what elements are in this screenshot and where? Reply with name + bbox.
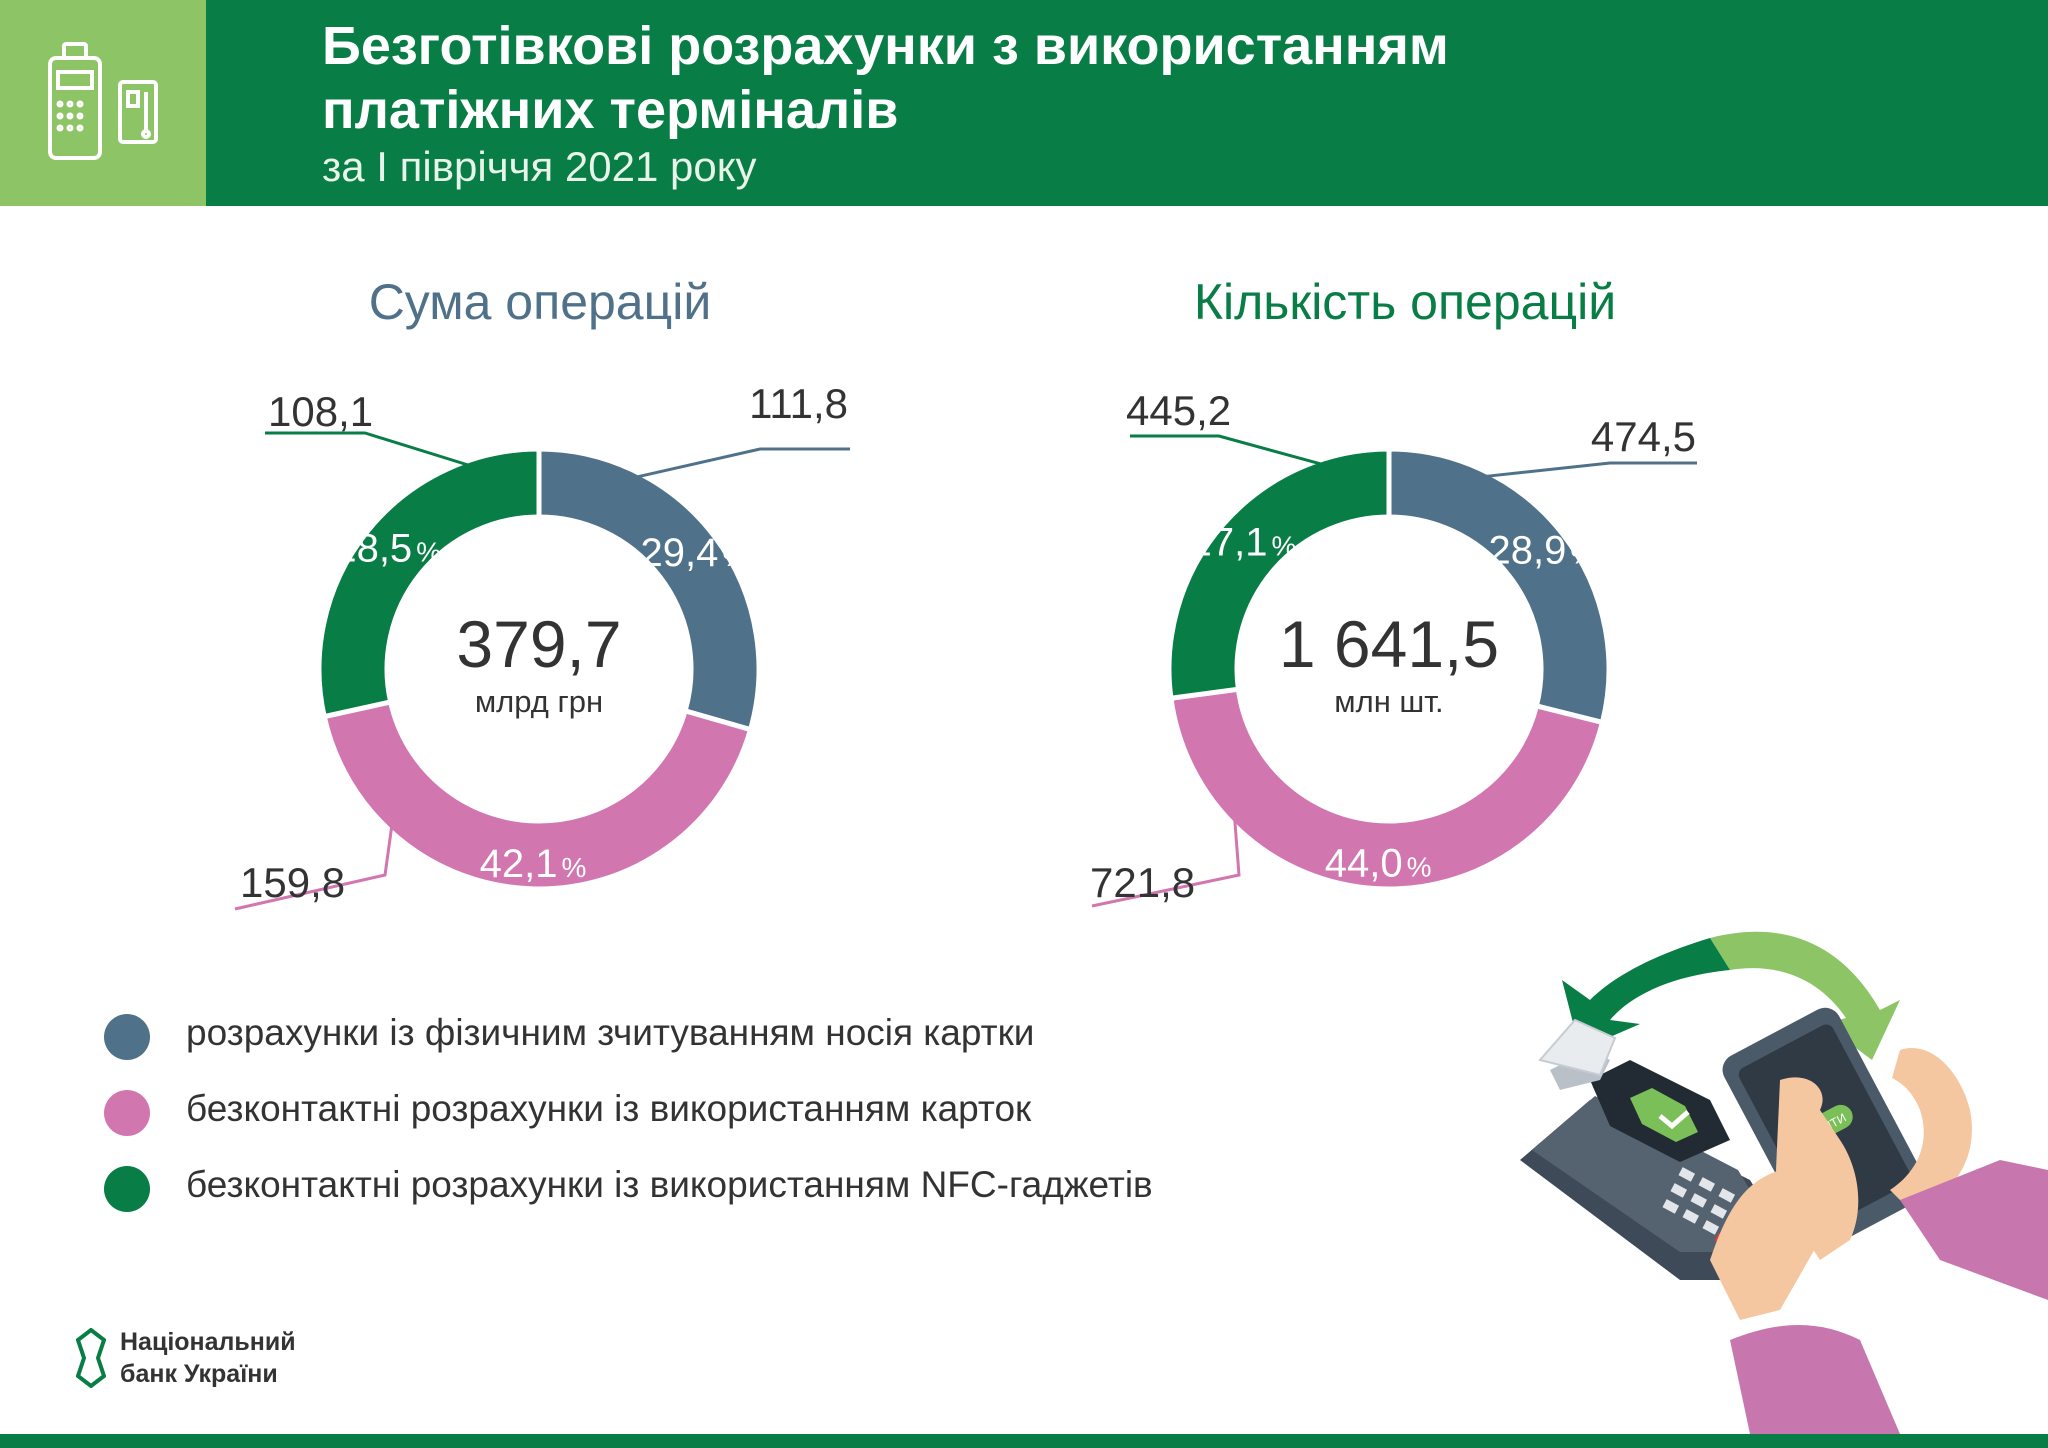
nbu-emblem-icon [76, 1328, 106, 1388]
donut-chart-0: 29,4 % 111,8 42,1 % 159,8 28,5 % 108,1 379,7млрд … [234, 380, 850, 911]
title-line-2: платіжних терміналів [322, 80, 899, 140]
donut-total: 379,7 [456, 607, 621, 681]
donut-chart-1: 28,9 % 474,5 44,0 % 721,8 27,1 % 445,2 1 641,5млн… [1090, 387, 1697, 908]
donut-slice-card-reading [1386, 446, 1612, 726]
value-label-card-reading: 111,8 [749, 380, 848, 427]
chart-title-sum: Сума операцій [368, 274, 712, 330]
leader-line-nfc-gadgets [1130, 434, 1325, 467]
leader-line-card-reading [1482, 461, 1697, 479]
percent-label: 44,0% [1325, 842, 1432, 886]
percent-label: 27,1% [1190, 520, 1297, 564]
leader-line-contactless-card [1091, 810, 1241, 908]
nbu-logo-line-1: Національний [120, 1328, 296, 1356]
donut-unit: млн шт. [1334, 684, 1443, 719]
page-title: Безготівкові розрахунки з використанням … [322, 14, 1962, 142]
legend-dot-pink [104, 1090, 150, 1136]
leader-line-card-reading [634, 447, 850, 479]
nfc-payment-illustration: СПЛАТИТИ [1480, 900, 2048, 1439]
legend-label: розрахунки із фізичним зчитуванням носія… [186, 1012, 1035, 1053]
donut-slice-contactless-card [321, 698, 754, 892]
percent-label: 29,4% [641, 531, 748, 575]
nbu-logo: Національний банк України [76, 1326, 336, 1396]
donut-slice-contactless-card [1168, 686, 1606, 892]
header-banner: Безготівкові розрахунки з використанням … [0, 0, 2048, 206]
page-subtitle: за I півріччя 2021 року [322, 143, 757, 190]
legend-label: безконтактні розрахунки із використанням… [186, 1088, 1032, 1129]
donut-slice-nfc-gadgets [1166, 446, 1392, 702]
legend-label: безконтактні розрахунки із використанням… [186, 1164, 1153, 1205]
value-label-card-reading: 474,5 [1591, 413, 1696, 460]
percent-label: 28,5% [334, 527, 441, 571]
chart-title-count: Кількість операцій [1193, 274, 1617, 330]
percent-label: 28,9% [1489, 529, 1596, 573]
legend-dot-green [104, 1166, 150, 1212]
header-icon-box [0, 0, 206, 206]
value-label-contactless-card: 159,8 [240, 859, 345, 906]
donut-unit: млрд грн [475, 684, 603, 719]
percent-label: 42,1% [480, 842, 587, 886]
title-line-1: Безготівкові розрахунки з використанням [322, 16, 1449, 76]
donut-slice-card-reading [536, 446, 762, 733]
value-label-nfc-gadgets: 445,2 [1126, 387, 1231, 434]
nbu-logo-text: Національний банк України [120, 1326, 296, 1390]
contactless-payment-illustration: СПЛАТИТИ [1520, 931, 2048, 1434]
value-label-contactless-card: 721,8 [1090, 859, 1195, 906]
nbu-logo-line-2: банк України [120, 1360, 278, 1388]
donut-total: 1 641,5 [1279, 607, 1499, 681]
leader-line-nfc-gadgets [265, 431, 472, 468]
legend-dot-blue [104, 1014, 150, 1060]
leader-line-contactless-card [234, 819, 395, 911]
payment-terminal-and-card-icon [48, 42, 158, 160]
bottom-bar [0, 1434, 2048, 1448]
donut-slice-nfc-gadgets [316, 446, 542, 720]
value-label-nfc-gadgets: 108,1 [268, 388, 373, 435]
